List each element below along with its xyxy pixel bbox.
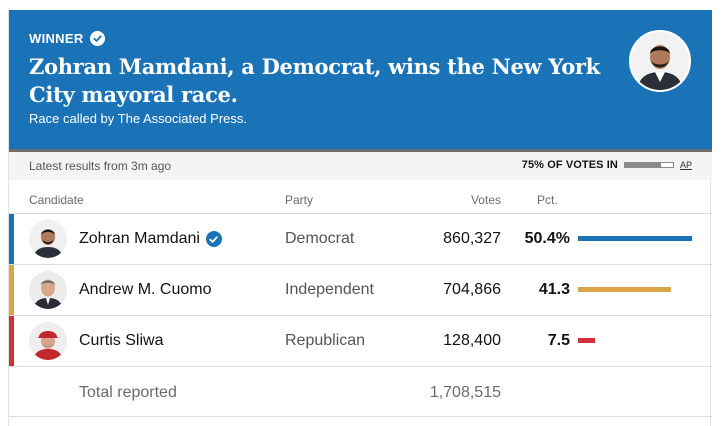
header-party: Party: [285, 193, 314, 207]
candidate-photo: [29, 271, 67, 309]
vote-share-track: [578, 236, 692, 241]
status-bar: Latest results from 3m ago 75% OF VOTES …: [9, 149, 712, 180]
headline: Zohran Mamdani, a Democrat, wins the New…: [29, 54, 600, 107]
candidate-name: Curtis Sliwa: [79, 332, 164, 349]
candidate-votes: 128,400: [443, 332, 501, 349]
check-icon: [89, 31, 105, 46]
vote-share-bar: [578, 287, 672, 292]
votes-in-progress: [623, 162, 674, 168]
latest-results-text: Latest results from 3m ago: [29, 159, 172, 173]
results-card: WINNER Zohran Mamdani, a Democrat, wins …: [8, 10, 712, 426]
party-stripe: [9, 265, 14, 315]
vote-share-bar: [578, 236, 692, 241]
header-candidate: Candidate: [29, 193, 84, 207]
race-called-text: Race called by The Associated Press.: [29, 111, 247, 126]
vote-share-track: [578, 287, 692, 292]
votes-in-label: 75% OF VOTES IN: [521, 159, 618, 171]
winner-photo: [629, 30, 691, 92]
table-row: Curtis Sliwa Republican 128,400 7.5: [9, 316, 712, 367]
vote-share-track: [578, 338, 692, 343]
candidate-party: Republican: [285, 332, 366, 349]
header-votes: Votes: [470, 193, 501, 207]
total-votes: 1,708,515: [429, 384, 501, 401]
winner-check-icon: [205, 231, 222, 247]
table-row: Andrew M. Cuomo Independent 704,866 41.3: [9, 265, 712, 316]
ap-source-link[interactable]: AP: [679, 160, 692, 170]
candidate-name: Zohran Mamdani: [79, 230, 222, 248]
candidate-votes: 704,866: [443, 281, 501, 298]
votes-in-progress-fill: [624, 163, 661, 167]
candidate-name: Andrew M. Cuomo: [79, 281, 212, 298]
candidate-photo: [29, 220, 67, 258]
party-stripe: [9, 214, 14, 264]
candidate-party: Democrat: [285, 230, 355, 247]
candidate-party: Independent: [285, 281, 374, 298]
candidate-pct: 7.5: [547, 332, 570, 349]
candidate-pct: 50.4%: [524, 230, 570, 247]
party-stripe: [9, 316, 14, 366]
winner-banner: WINNER Zohran Mamdani, a Democrat, wins …: [9, 10, 712, 149]
vote-share-bar: [578, 338, 595, 343]
candidate-votes: 860,327: [443, 230, 501, 247]
table-row: Zohran Mamdani Democrat 860,327 50.4%: [9, 214, 712, 265]
votes-in-indicator: 75% OF VOTES IN AP: [522, 159, 692, 171]
header-pct: Pct.: [537, 193, 558, 207]
total-row: Total reported 1,708,515: [9, 367, 712, 417]
candidate-photo: [29, 322, 67, 360]
candidate-pct: 41.3: [538, 281, 570, 298]
winner-row: WINNER: [29, 31, 105, 46]
total-label: Total reported: [79, 384, 177, 401]
winner-label: WINNER: [29, 31, 84, 46]
table-header: Candidate Party Votes Pct.: [9, 180, 712, 214]
